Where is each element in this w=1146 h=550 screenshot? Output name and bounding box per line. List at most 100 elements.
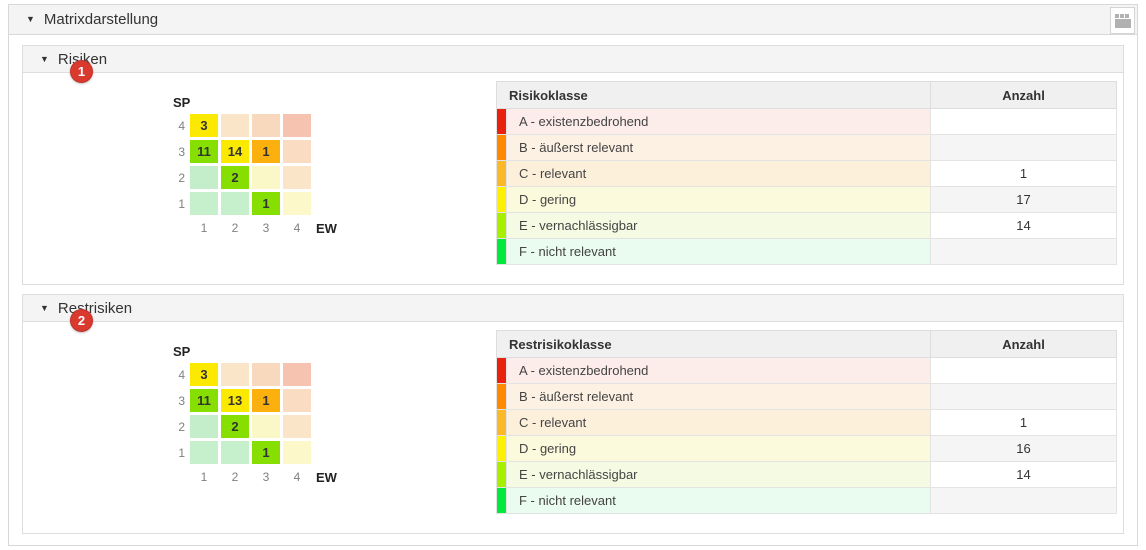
matrix-col-label: 4 (293, 221, 301, 235)
matrix-cell (283, 114, 311, 137)
risk-matrix-risiken: SP 4 3 3 11 14 1 2 2 1 1 1 2 3 4 EW (167, 93, 348, 238)
count-value: 17 (930, 186, 1117, 213)
collapse-caret-icon[interactable]: ▼ (40, 302, 49, 313)
collapse-caret-icon[interactable]: ▼ (40, 53, 49, 64)
count-value: 1 (930, 160, 1117, 187)
section-title: Risiken (57, 50, 108, 68)
matrix-cell (252, 166, 280, 189)
matrix-cell (190, 415, 218, 438)
matrix-cell[interactable]: 11 (190, 140, 218, 163)
matrix-cell[interactable]: 3 (190, 114, 218, 137)
matrix-cell (283, 166, 311, 189)
table-row: F - nicht relevant (496, 487, 1117, 514)
matrix-cell[interactable]: 11 (190, 389, 218, 412)
matrix-cell (283, 140, 311, 163)
table-row: E - vernachlässigbar 14 (496, 212, 1117, 239)
matrix-cell (283, 415, 311, 438)
table-row: A - existenzbedrohend (496, 108, 1117, 135)
section-header-restrisiken[interactable]: ▼ Restrisiken (23, 295, 1123, 322)
step-badge-2: 2 (70, 309, 93, 332)
matrix-cell (283, 389, 311, 412)
table-row: F - nicht relevant (496, 238, 1117, 265)
class-column-header: Restrisikoklasse (496, 330, 931, 358)
matrix-col-label: 2 (231, 221, 239, 235)
matrix-cell (283, 363, 311, 386)
count-column-header: Anzahl (930, 81, 1117, 109)
count-value: 16 (930, 435, 1117, 462)
table-row: B - äußerst relevant (496, 134, 1117, 161)
matrixdarstellung-panel: ▼ Matrixdarstellung ▼ Risiken 1 SP 4 3 3 11 14 1 2… (8, 4, 1138, 546)
matrixdarstellung-header[interactable]: ▼ Matrixdarstellung (9, 5, 1137, 35)
section-restrisiken: ▼ Restrisiken 2 SP 4 3 3 11 13 1 2 2 1 1 1 2 3 4 EW Restris… (22, 294, 1124, 534)
count-value (930, 238, 1117, 265)
matrix-cell[interactable]: 2 (221, 415, 249, 438)
count-value (930, 357, 1117, 384)
table-header-row: Restrisikoklasse Anzahl (496, 330, 1117, 358)
risk-table-restrisiken: Restrisikoklasse Anzahl A - existenzbedroh… (496, 330, 1117, 514)
matrix-cell[interactable]: 1 (252, 441, 280, 464)
table-row: E - vernachlässigbar 14 (496, 461, 1117, 488)
table-layout-icon (1114, 13, 1131, 28)
class-color-swatch (496, 238, 507, 265)
step-badge-1: 1 (70, 60, 93, 83)
table-row: C - relevant 1 (496, 409, 1117, 436)
class-label: C - relevant (506, 160, 931, 187)
matrix-y-axis-label: SP (173, 95, 191, 110)
class-color-swatch (496, 435, 507, 462)
class-label: F - nicht relevant (506, 487, 931, 514)
matrix-col-label: 1 (200, 221, 208, 235)
matrix-col-label: 3 (262, 470, 270, 484)
matrix-cell[interactable]: 2 (221, 166, 249, 189)
matrix-cell[interactable]: 3 (190, 363, 218, 386)
matrix-row-label: 2 (178, 419, 185, 434)
matrix-col-label: 1 (200, 470, 208, 484)
matrix-cell[interactable]: 1 (252, 389, 280, 412)
collapse-caret-icon[interactable]: ▼ (26, 14, 35, 24)
matrix-x-axis-label: EW (316, 220, 337, 236)
section-header-risiken[interactable]: ▼ Risiken (23, 46, 1123, 73)
matrix-y-axis-label: SP (173, 344, 191, 359)
matrix-cell[interactable]: 14 (221, 140, 249, 163)
class-color-swatch (496, 212, 507, 239)
matrixdarstellung-body: ▼ Risiken 1 SP 4 3 3 11 14 1 2 2 1 1 1 2 3 4 EW Risikoklass… (9, 35, 1137, 545)
class-color-swatch (496, 383, 507, 410)
matrix-cell[interactable]: 1 (252, 140, 280, 163)
class-label: E - vernachlässigbar (506, 461, 931, 488)
matrix-cell (283, 192, 311, 215)
matrix-row-label: 3 (178, 144, 185, 159)
matrix-col-label: 3 (262, 221, 270, 235)
class-column-header: Risikoklasse (496, 81, 931, 109)
class-color-swatch (496, 461, 507, 488)
section-risiken: ▼ Risiken 1 SP 4 3 3 11 14 1 2 2 1 1 1 2 3 4 EW Risikoklass… (22, 45, 1124, 285)
class-label: D - gering (506, 435, 931, 462)
table-row: A - existenzbedrohend (496, 357, 1117, 384)
section-body: SP 4 3 3 11 14 1 2 2 1 1 1 2 3 4 EW Risikoklasse Anzahl A … (23, 73, 1123, 284)
matrix-cell (252, 415, 280, 438)
section-title: Restrisiken (57, 299, 133, 317)
matrix-row-label: 1 (178, 445, 185, 460)
table-header-row: Risikoklasse Anzahl (496, 81, 1117, 109)
matrix-cell (221, 441, 249, 464)
class-label: B - äußerst relevant (506, 134, 931, 161)
class-label: C - relevant (506, 409, 931, 436)
matrix-x-axis-label: EW (316, 469, 337, 485)
matrix-cell[interactable]: 13 (221, 389, 249, 412)
table-row: C - relevant 1 (496, 160, 1117, 187)
class-label: A - existenzbedrohend (506, 357, 931, 384)
table-row: B - äußerst relevant (496, 383, 1117, 410)
matrix-cell (221, 363, 249, 386)
matrix-cell[interactable]: 1 (252, 192, 280, 215)
matrix-area: SP 4 3 3 11 13 1 2 2 1 1 1 2 3 4 EW (23, 322, 496, 533)
count-value (930, 108, 1117, 135)
class-color-swatch (496, 186, 507, 213)
matrix-cell (221, 114, 249, 137)
matrix-row-label: 1 (178, 196, 185, 211)
matrix-cell (252, 114, 280, 137)
table-layout-button[interactable] (1110, 7, 1135, 34)
class-color-swatch (496, 160, 507, 187)
count-value: 1 (930, 409, 1117, 436)
matrix-row-label: 4 (178, 367, 185, 382)
matrix-cell (190, 441, 218, 464)
class-label: B - äußerst relevant (506, 383, 931, 410)
matrix-area: SP 4 3 3 11 14 1 2 2 1 1 1 2 3 4 EW (23, 73, 496, 284)
